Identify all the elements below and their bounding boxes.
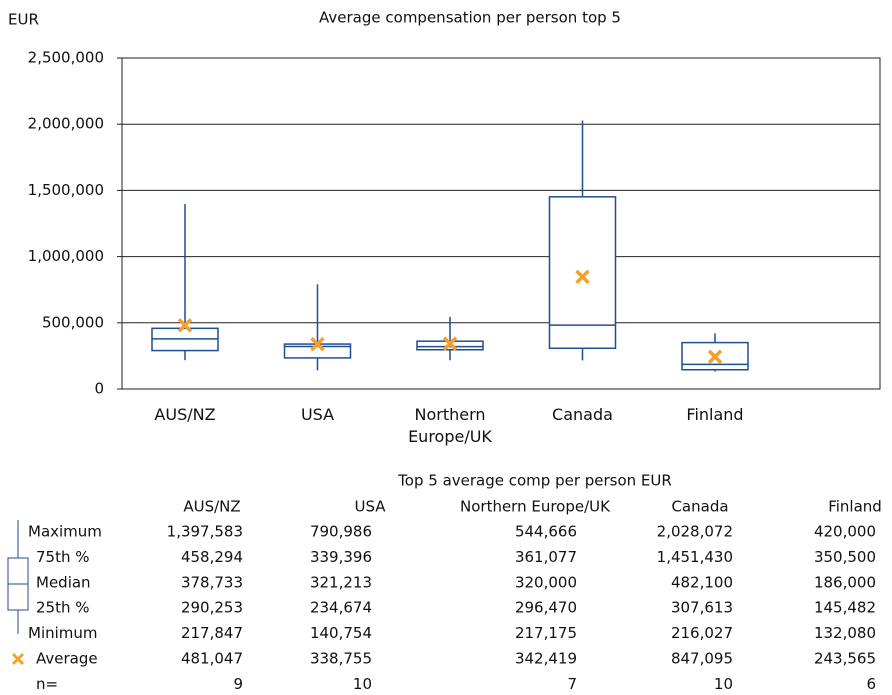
- table-cell: 296,470: [515, 599, 577, 617]
- chart-title: Average compensation per person top 5: [319, 9, 621, 27]
- table-cell: 338,755: [310, 650, 372, 668]
- table-cell: 307,613: [671, 599, 733, 617]
- box: [548, 196, 617, 350]
- table-cell: 216,027: [671, 624, 733, 642]
- table-cell: 482,100: [671, 573, 733, 591]
- legend-mean-glyph: [11, 652, 25, 666]
- table-cell: 10: [353, 675, 372, 693]
- y-tick-label: 500,000: [42, 313, 104, 331]
- table-cell: 6: [866, 675, 876, 693]
- table-cell: 7: [567, 675, 577, 693]
- x-tick-label: USA: [300, 405, 335, 424]
- table-cell: 243,565: [814, 650, 876, 668]
- mean-marker: [442, 336, 458, 351]
- table-cell: 339,396: [310, 548, 372, 566]
- table-cell: 217,175: [515, 624, 577, 642]
- table-cell: 342,419: [515, 650, 577, 668]
- table-cell: 234,674: [310, 599, 372, 617]
- table-cell: 458,294: [181, 548, 243, 566]
- table-cell: 1,397,583: [167, 523, 243, 541]
- x-tick-label: Canada: [552, 405, 613, 424]
- y-tick-label: 0: [94, 380, 104, 398]
- y-axis-label: EUR: [8, 11, 39, 29]
- mean-marker: [707, 349, 723, 364]
- table-cell: 2,028,072: [657, 523, 733, 541]
- table-row-label: Minimum: [28, 624, 98, 642]
- mean-marker: [310, 336, 325, 352]
- table-row-label: Maximum: [28, 523, 102, 541]
- table-column-header: USA: [354, 498, 386, 516]
- table-row-label: Median: [36, 573, 91, 591]
- legend-box-glyph: [7, 520, 29, 634]
- table-cell: 847,095: [671, 650, 733, 668]
- table-cell: 145,482: [814, 599, 876, 617]
- y-tick-label: 2,000,000: [28, 115, 104, 133]
- table-cell: 790,986: [310, 523, 372, 541]
- table-cell: 361,077: [515, 548, 577, 566]
- table-cell: 321,213: [310, 573, 372, 591]
- table-cell: 481,047: [181, 650, 243, 668]
- table-column-header: Northern Europe/UK: [460, 498, 611, 516]
- table-cell: 420,000: [814, 523, 876, 541]
- table-cell: 140,754: [310, 624, 372, 642]
- table-cell: 544,666: [515, 523, 577, 541]
- x-tick-label: Northern Europe/UK: [408, 405, 492, 446]
- table-column-header: AUS/NZ: [183, 498, 240, 516]
- table-row-label: 25th %: [36, 599, 90, 617]
- y-tick-label: 2,500,000: [28, 49, 104, 67]
- table-cell: 10: [714, 675, 733, 693]
- table-cell: 132,080: [814, 624, 876, 642]
- table-column-header: Canada: [671, 498, 728, 516]
- mean-marker: [177, 318, 193, 333]
- mean-marker: [575, 269, 590, 285]
- x-tick-label: AUS/NZ: [154, 405, 216, 424]
- table-cell: 290,253: [181, 599, 243, 617]
- table-cell: 217,847: [181, 624, 243, 642]
- table-cell: 186,000: [814, 573, 876, 591]
- table-cell: 350,500: [814, 548, 876, 566]
- table-cell: 320,000: [515, 573, 577, 591]
- y-tick-label: 1,000,000: [28, 247, 104, 265]
- table-title: Top 5 average comp per person EUR: [397, 472, 672, 490]
- x-tick-label: Finland: [686, 405, 744, 424]
- table-row-label: 75th %: [36, 548, 90, 566]
- table-cell: 1,451,430: [657, 548, 733, 566]
- y-tick-label: 1,500,000: [28, 181, 104, 199]
- table-column-header: Finland: [828, 498, 882, 516]
- table-cell: 9: [233, 675, 243, 693]
- table-cell: 378,733: [181, 573, 243, 591]
- table-row-label: Average: [36, 650, 98, 668]
- table-row-label: n=: [36, 675, 58, 693]
- plot-frame: [121, 57, 881, 390]
